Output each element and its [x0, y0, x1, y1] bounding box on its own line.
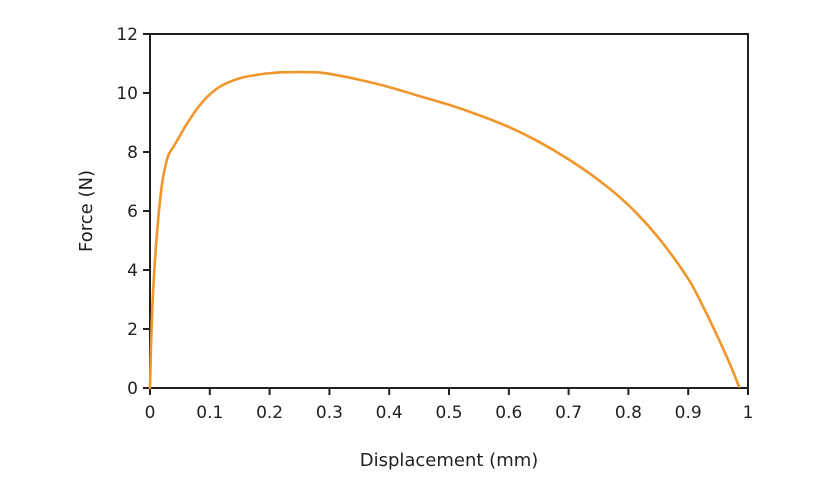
y-tick-label: 2: [127, 320, 138, 340]
x-tick-label: 0.4: [376, 403, 403, 423]
x-tick-label: 0.1: [196, 403, 223, 423]
y-axis-title: Force (N): [76, 170, 97, 252]
x-tick-label: 0.5: [435, 403, 462, 423]
y-tick-label: 0: [127, 379, 138, 399]
x-tick-label: 0.2: [256, 403, 283, 423]
y-tick-label: 4: [127, 261, 138, 281]
x-tick-label: 0.6: [495, 403, 522, 423]
force-displacement-curve: [148, 70, 741, 390]
x-tick-label: 0.7: [555, 403, 582, 423]
series-layer: [148, 70, 741, 390]
x-axis-title: Displacement (mm): [360, 450, 539, 471]
y-tick-label: 10: [116, 84, 138, 104]
x-axis: 0 0.1 0.2 0.3 0.4 0.5 0.6 0.7 0.8 0.9 1: [145, 388, 754, 423]
x-tick-label: 0.8: [615, 403, 642, 423]
y-tick-label: 12: [116, 25, 138, 45]
y-tick-label: 6: [127, 202, 138, 222]
x-tick-label: 0.3: [316, 403, 343, 423]
x-tick-label: 1: [743, 403, 754, 423]
y-axis: 0 2 4 6 8 10 12: [116, 25, 150, 399]
x-tick-label: 0: [145, 403, 156, 423]
x-tick-label: 0.9: [675, 403, 702, 423]
plot-frame: [149, 33, 749, 389]
y-tick-label: 8: [127, 143, 138, 163]
